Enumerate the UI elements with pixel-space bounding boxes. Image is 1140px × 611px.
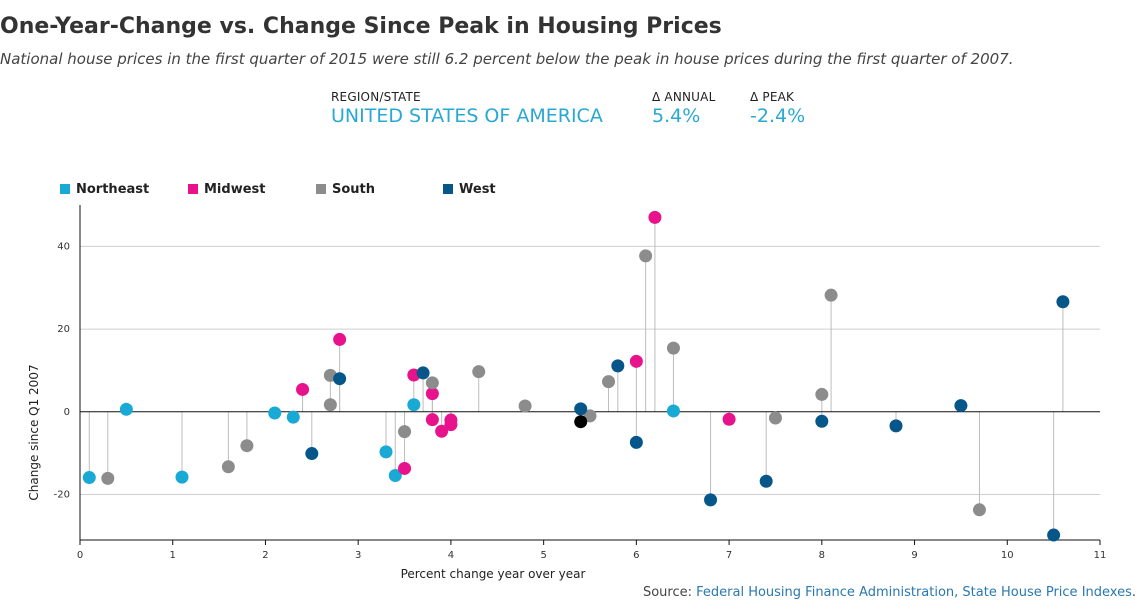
chart-subtitle: National house prices in the first quart…: [0, 50, 1014, 68]
x-tick-label: 0: [77, 550, 83, 561]
x-axis-label: Percent change year over year: [401, 567, 586, 581]
legend-item-northeast[interactable]: Northeast: [60, 182, 149, 197]
info-region: REGION/STATE UNITED STATES OF AMERICA: [331, 90, 603, 127]
data-point-south: [666, 341, 680, 355]
source-note: Source: Federal Housing Finance Administ…: [643, 585, 1136, 600]
data-point-midwest: [425, 387, 439, 401]
legend-swatch-midwest: [188, 184, 198, 194]
x-tick-label: 5: [540, 550, 546, 561]
legend-label-northeast: Northeast: [76, 182, 150, 197]
legend-label-midwest: Midwest: [204, 182, 266, 197]
data-point-south: [639, 249, 653, 263]
data-point-west: [759, 474, 773, 488]
data-point-south: [518, 399, 532, 413]
info-region-label: REGION/STATE: [331, 90, 421, 104]
x-tick-label: 2: [262, 550, 268, 561]
data-point-midwest: [629, 354, 643, 368]
x-tick-label: 4: [448, 550, 454, 561]
info-annual-value: 5.4%: [652, 105, 701, 127]
chart-title: One-Year-Change vs. Change Since Peak in…: [0, 14, 722, 39]
series-midwest: [296, 210, 736, 475]
data-point-midwest: [648, 210, 662, 224]
data-point-northeast: [379, 445, 393, 459]
data-point-midwest: [425, 413, 439, 427]
data-point-midwest: [444, 418, 458, 432]
data-point-south: [101, 471, 115, 485]
y-tick-label: -20: [54, 490, 70, 501]
data-point-national: [574, 415, 588, 429]
y-tick-label: 0: [64, 407, 70, 418]
data-point-west: [629, 435, 643, 449]
data-point-northeast: [666, 404, 680, 418]
data-point-south: [323, 398, 337, 412]
legend-item-south[interactable]: South: [316, 182, 375, 197]
data-point-west: [1056, 295, 1070, 309]
series-south: [101, 249, 986, 517]
data-point-west: [416, 366, 430, 380]
data-point-south: [768, 411, 782, 425]
data-point-west: [611, 359, 625, 373]
data-point-northeast: [119, 402, 133, 416]
x-tick-label: 9: [911, 550, 917, 561]
data-point-midwest: [296, 382, 310, 396]
y-tick-label: 20: [57, 324, 70, 335]
data-point-midwest: [435, 424, 449, 438]
data-point-northeast: [286, 410, 300, 424]
data-point-northeast: [407, 398, 421, 412]
data-point-northeast: [268, 406, 282, 420]
info-annual-label: Δ ANNUAL: [652, 90, 716, 104]
data-point-south: [398, 425, 412, 439]
info-region-value: UNITED STATES OF AMERICA: [331, 105, 603, 127]
x-tick-label: 8: [819, 550, 825, 561]
info-peak-value: -2.4%: [750, 105, 806, 127]
x-tick-label: 6: [633, 550, 639, 561]
x-tick-label: 3: [355, 550, 361, 561]
legend-swatch-northeast: [60, 184, 70, 194]
data-point-midwest: [333, 332, 347, 346]
data-point-midwest: [398, 461, 412, 475]
data-point-northeast: [388, 468, 402, 482]
series-west: [305, 295, 1070, 542]
data-point-south: [972, 503, 986, 517]
data-point-northeast: [175, 470, 189, 484]
data-point-northeast: [82, 471, 96, 485]
data-point-south: [824, 288, 838, 302]
y-tick-label: 40: [57, 241, 70, 252]
info-peak-label: Δ PEAK: [750, 90, 795, 104]
source-suffix: .: [1131, 585, 1136, 600]
data-point-west: [574, 402, 588, 416]
x-tick-label: 10: [1001, 550, 1014, 561]
source-link[interactable]: Federal Housing Finance Administration, …: [696, 585, 1132, 600]
data-point-south: [472, 365, 486, 379]
series-northeast: [82, 398, 680, 485]
data-point-west: [305, 447, 319, 461]
data-point-west: [889, 419, 903, 433]
x-tick-label: 1: [170, 550, 176, 561]
legend-swatch-south: [316, 184, 326, 194]
data-point-west: [954, 399, 968, 413]
source-prefix: Source:: [642, 585, 697, 600]
data-point-west: [704, 493, 718, 507]
legend-swatch-west: [443, 184, 453, 194]
info-peak: Δ PEAK -2.4%: [750, 90, 805, 127]
legend-item-west[interactable]: West: [443, 182, 496, 197]
data-point-south: [221, 460, 235, 474]
data-point-south: [583, 409, 597, 423]
data-point-west: [333, 372, 347, 386]
data-point-west: [815, 414, 829, 428]
y-axis-label: Change since Q1 2007: [27, 364, 41, 500]
x-tick-label: 11: [1094, 550, 1107, 561]
data-point-west: [1047, 528, 1061, 542]
data-point-midwest: [722, 412, 736, 426]
data-point-south: [240, 439, 254, 453]
legend-label-south: South: [332, 182, 376, 197]
data-point-south: [815, 387, 829, 401]
legend-label-west: West: [459, 182, 496, 197]
data-point-south: [425, 376, 439, 390]
info-annual: Δ ANNUAL 5.4%: [652, 90, 715, 127]
data-point-south: [602, 375, 616, 389]
legend-item-midwest[interactable]: Midwest: [188, 182, 265, 197]
x-tick-label: 7: [726, 550, 732, 561]
